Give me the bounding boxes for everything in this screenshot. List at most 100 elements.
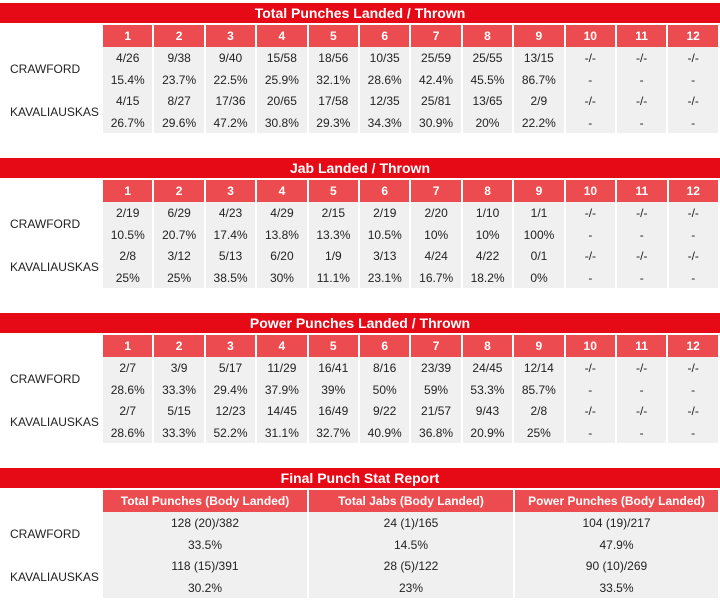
round-header: 10 xyxy=(565,180,618,202)
fighter-name: KAVALIAUSKAS xyxy=(0,555,103,598)
percent-cell: 29.6% xyxy=(154,112,206,133)
kavaliauskas-landed-row: KAVALIAUSKAS 4/15 8/27 17/36 20/65 17/58 12/35… xyxy=(0,90,720,133)
header-blank xyxy=(0,25,104,47)
percent-cell: 25% xyxy=(103,267,155,288)
landed-thrown-cell: -/- xyxy=(565,202,618,224)
kavaliauskas-percent-row: 26.7% 29.6% 47.2% 30.8% 29.3% 34.3% 30.9% 20% 22… xyxy=(0,112,720,133)
final-value-cell: 90 (10)/269 xyxy=(515,555,720,577)
round-header: 12 xyxy=(668,335,720,357)
percent-cell: - xyxy=(616,379,669,400)
crawford-percent-row: 15.4% 23.7% 22.5% 25.9% 32.1% 28.6% 42.4% 45.5%… xyxy=(0,69,720,90)
round-header: 2 xyxy=(154,335,206,357)
landed-thrown-cell: 2/19 xyxy=(360,202,412,224)
percent-cell: - xyxy=(668,224,720,245)
round-header: 8 xyxy=(462,180,515,202)
landed-thrown-cell: 2/15 xyxy=(308,202,361,224)
percent-cell: - xyxy=(668,69,720,90)
landed-thrown-cell: 23/39 xyxy=(411,357,463,379)
percent-cell: 50% xyxy=(359,379,412,400)
percent-cell: - xyxy=(616,422,669,443)
power-round-header: 1 2 3 4 5 6 7 8 9 10 11 12 xyxy=(0,335,720,357)
percent-cell: 86.7% xyxy=(514,69,566,90)
round-header: 11 xyxy=(616,25,669,47)
percent-cell: 30% xyxy=(257,267,309,288)
landed-thrown-cell: 4/15 xyxy=(103,90,155,112)
landed-thrown-cell: 4/24 xyxy=(411,245,463,267)
final-value-cell: 104 (19)/217 xyxy=(515,512,720,534)
landed-thrown-cell: 24/45 xyxy=(462,357,515,379)
landed-thrown-cell: -/- xyxy=(616,357,669,379)
percent-cell: - xyxy=(616,112,669,133)
landed-thrown-cell: 17/36 xyxy=(205,90,258,112)
landed-thrown-cell: -/- xyxy=(668,202,720,224)
percent-cell: - xyxy=(668,112,720,133)
percent-cell: 52.2% xyxy=(205,422,258,443)
percent-cell: 31.1% xyxy=(257,422,309,443)
landed-thrown-cell: 9/43 xyxy=(462,400,515,422)
kavaliauskas-landed-row: KAVALIAUSKAS 2/8 3/12 5/13 6/20 1/9 3/13 4/24 4/… xyxy=(0,245,720,288)
landed-thrown-cell: 3/13 xyxy=(360,245,412,267)
final-value-cell: 28 (5)/122 xyxy=(309,555,515,577)
percent-cell: 37.9% xyxy=(257,379,309,400)
percent-cell: 42.4% xyxy=(411,69,463,90)
percent-cell: - xyxy=(565,69,617,90)
percent-cell: - xyxy=(565,112,617,133)
final-column-header: Power Punches (Body Landed) xyxy=(515,490,720,512)
percent-cell: 0% xyxy=(514,267,566,288)
percent-cell: 38.5% xyxy=(205,267,258,288)
landed-thrown-cell: 18/56 xyxy=(308,47,360,69)
header-blank xyxy=(0,180,104,202)
percent-cell: 29.3% xyxy=(308,112,360,133)
percent-cell: 10.5% xyxy=(360,224,412,245)
round-header: 2 xyxy=(154,25,206,47)
landed-thrown-cell: 2/8 xyxy=(514,400,566,422)
percent-cell: 28.6% xyxy=(103,379,155,400)
landed-thrown-cell: 12/14 xyxy=(514,357,566,379)
landed-thrown-cell: 3/9 xyxy=(154,357,206,379)
percent-cell: - xyxy=(668,422,720,443)
jab-round-header: 1 2 3 4 5 6 7 8 9 10 11 12 xyxy=(0,180,720,202)
landed-thrown-cell: -/- xyxy=(617,245,669,267)
landed-thrown-cell: 16/49 xyxy=(308,400,360,422)
fighter-name: KAVALIAUSKAS xyxy=(0,245,104,288)
jab-title: Jab Landed / Thrown xyxy=(0,158,720,180)
round-header: 11 xyxy=(616,335,669,357)
percent-cell: 29.4% xyxy=(205,379,258,400)
landed-thrown-cell: 3/12 xyxy=(154,245,206,267)
landed-thrown-cell: 9/38 xyxy=(154,47,206,69)
round-header: 2 xyxy=(154,180,206,202)
jab-table: Jab Landed / Thrown 1 2 3 4 5 6 7 8 9 10 11 12 CRAWFO… xyxy=(0,158,720,288)
percent-cell: 100% xyxy=(514,224,566,245)
landed-thrown-cell: -/- xyxy=(668,400,720,422)
landed-thrown-cell: -/- xyxy=(565,400,617,422)
round-header: 1 xyxy=(103,180,155,202)
percent-cell: 26.7% xyxy=(103,112,155,133)
total-title: Total Punches Landed / Thrown xyxy=(0,3,720,25)
percent-cell: - xyxy=(617,224,669,245)
crawford-landed-row: CRAWFORD 2/7 3/9 5/17 11/29 16/41 8/16 23/39 24/… xyxy=(0,357,720,400)
final-percent-cell: 30.2% xyxy=(103,577,309,598)
power-punches-section: Power Punches Landed / Thrown 1 2 3 4 5 6 7 8 9 10… xyxy=(0,313,720,443)
landed-thrown-cell: -/- xyxy=(668,90,720,112)
percent-cell: - xyxy=(616,69,669,90)
landed-thrown-cell: -/- xyxy=(565,357,617,379)
percent-cell: 40.9% xyxy=(359,422,412,443)
power-title: Power Punches Landed / Thrown xyxy=(0,313,720,335)
round-header: 7 xyxy=(411,25,463,47)
percent-cell: 85.7% xyxy=(514,379,566,400)
round-header: 5 xyxy=(308,335,360,357)
header-blank xyxy=(0,490,103,512)
final-table: Final Punch Stat Report Total Punches (Bo… xyxy=(0,468,720,598)
landed-thrown-cell: 2/20 xyxy=(411,202,463,224)
landed-thrown-cell: 4/23 xyxy=(205,202,258,224)
percent-cell: 28.6% xyxy=(103,422,155,443)
round-header: 9 xyxy=(514,335,566,357)
percent-cell: 13.8% xyxy=(257,224,309,245)
percent-cell: 17.4% xyxy=(205,224,258,245)
kavaliauskas-final-values-row: KAVALIAUSKAS 118 (15)/391 28 (5)/122 90 (10… xyxy=(0,555,720,598)
percent-cell: - xyxy=(565,422,617,443)
landed-thrown-cell: 2/8 xyxy=(103,245,155,267)
crawford-landed-row: CRAWFORD 4/26 9/38 9/40 15/58 18/56 10/35 25/59… xyxy=(0,47,720,90)
landed-thrown-cell: 25/55 xyxy=(462,47,515,69)
percent-cell: 59% xyxy=(411,379,463,400)
